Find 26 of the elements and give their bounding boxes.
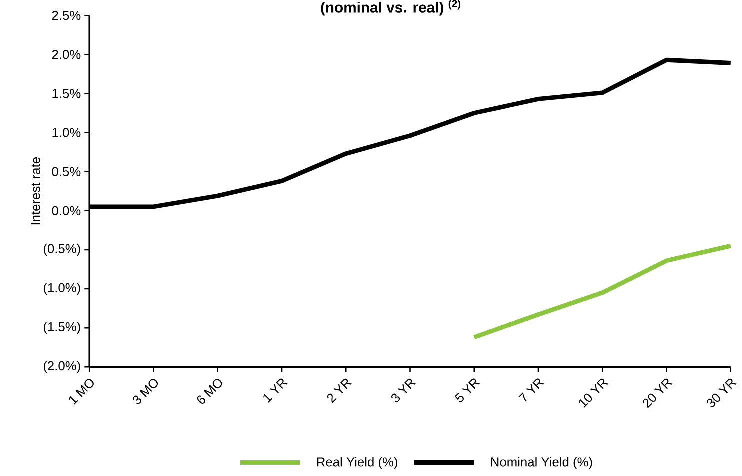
- legend-label: Nominal Yield (%): [491, 457, 592, 470]
- y-tick-label: 0.5%: [52, 167, 81, 177]
- y-tick-label: 1.0%: [52, 128, 81, 138]
- line-series: [472, 244, 734, 340]
- y-tick-label: (0.5%): [44, 244, 80, 256]
- y-tick-label: 0.0%: [52, 206, 81, 216]
- x-tick-label: 1 MO: [69, 379, 94, 406]
- x-tick-label: 20 YR: [642, 379, 673, 408]
- x-tick-label: 3 MO: [132, 379, 158, 405]
- x-tick-label: 1 YR: [264, 378, 288, 404]
- y-tick-label: 1.5%: [52, 89, 81, 98]
- y-tick-label: 2.0%: [52, 50, 81, 60]
- x-tick-label: 30 YR: [707, 379, 737, 408]
- x-tick-label: 7 YR: [518, 378, 544, 402]
- chart-title: (nominal vs. real) $^{(2)}$: [321, 0, 461, 16]
- x-tick-label: 3 YR: [391, 379, 416, 403]
- y-tick-label: (1.0%): [44, 283, 80, 296]
- legend-label: Real Yield (%): [317, 457, 398, 470]
- y-tick-label: 2.5%: [52, 11, 81, 20]
- y-tick-label: (1.5%): [44, 322, 80, 334]
- y-tick-label: (2.0%): [44, 361, 80, 374]
- x-tick-label: 5 YR: [454, 378, 480, 402]
- x-tick-label: 2 YR: [327, 379, 352, 404]
- y-axis-title: Interest rate: [31, 158, 40, 225]
- x-tick-label: 10 YR: [579, 379, 609, 408]
- x-tick-label: 6 MO: [197, 379, 222, 404]
